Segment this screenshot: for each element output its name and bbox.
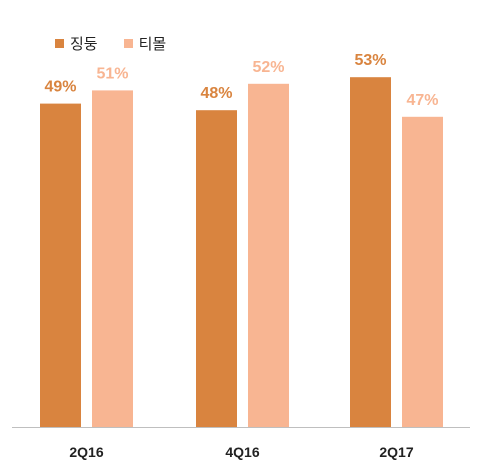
x-tick-label-4Q16: 4Q16 — [225, 444, 259, 460]
data-label-2Q16-jingdong: 49% — [44, 79, 76, 96]
data-label-2Q17-tmall: 47% — [406, 92, 438, 109]
data-label-4Q16-tmall: 52% — [252, 59, 284, 76]
data-label-2Q17-jingdong: 53% — [354, 52, 386, 69]
x-tick-label-2Q16: 2Q16 — [69, 444, 103, 460]
bar-2Q17-jingdong — [350, 77, 391, 427]
legend: 징둥 티몰 — [55, 33, 166, 54]
data-label-4Q16-jingdong: 48% — [200, 85, 232, 102]
bar-2Q16-tmall — [92, 90, 133, 428]
legend-swatch-tmall — [123, 39, 133, 48]
data-label-2Q16-tmall: 51% — [96, 65, 128, 82]
legend-swatch-jingdong — [55, 39, 64, 48]
bar-4Q16-jingdong — [196, 110, 237, 427]
bar-2Q17-tmall — [402, 116, 443, 428]
bar-4Q16-tmall — [248, 83, 289, 428]
legend-item-jingdong: 징둥 — [55, 33, 98, 54]
x-tick-label-2Q17: 2Q17 — [379, 444, 413, 460]
legend-label-jingdong: 징둥 — [70, 35, 98, 53]
bar-2Q16-jingdong — [40, 103, 81, 427]
legend-item-tmall: 티몰 — [123, 33, 167, 54]
legend-label-tmall: 티몰 — [138, 35, 167, 53]
